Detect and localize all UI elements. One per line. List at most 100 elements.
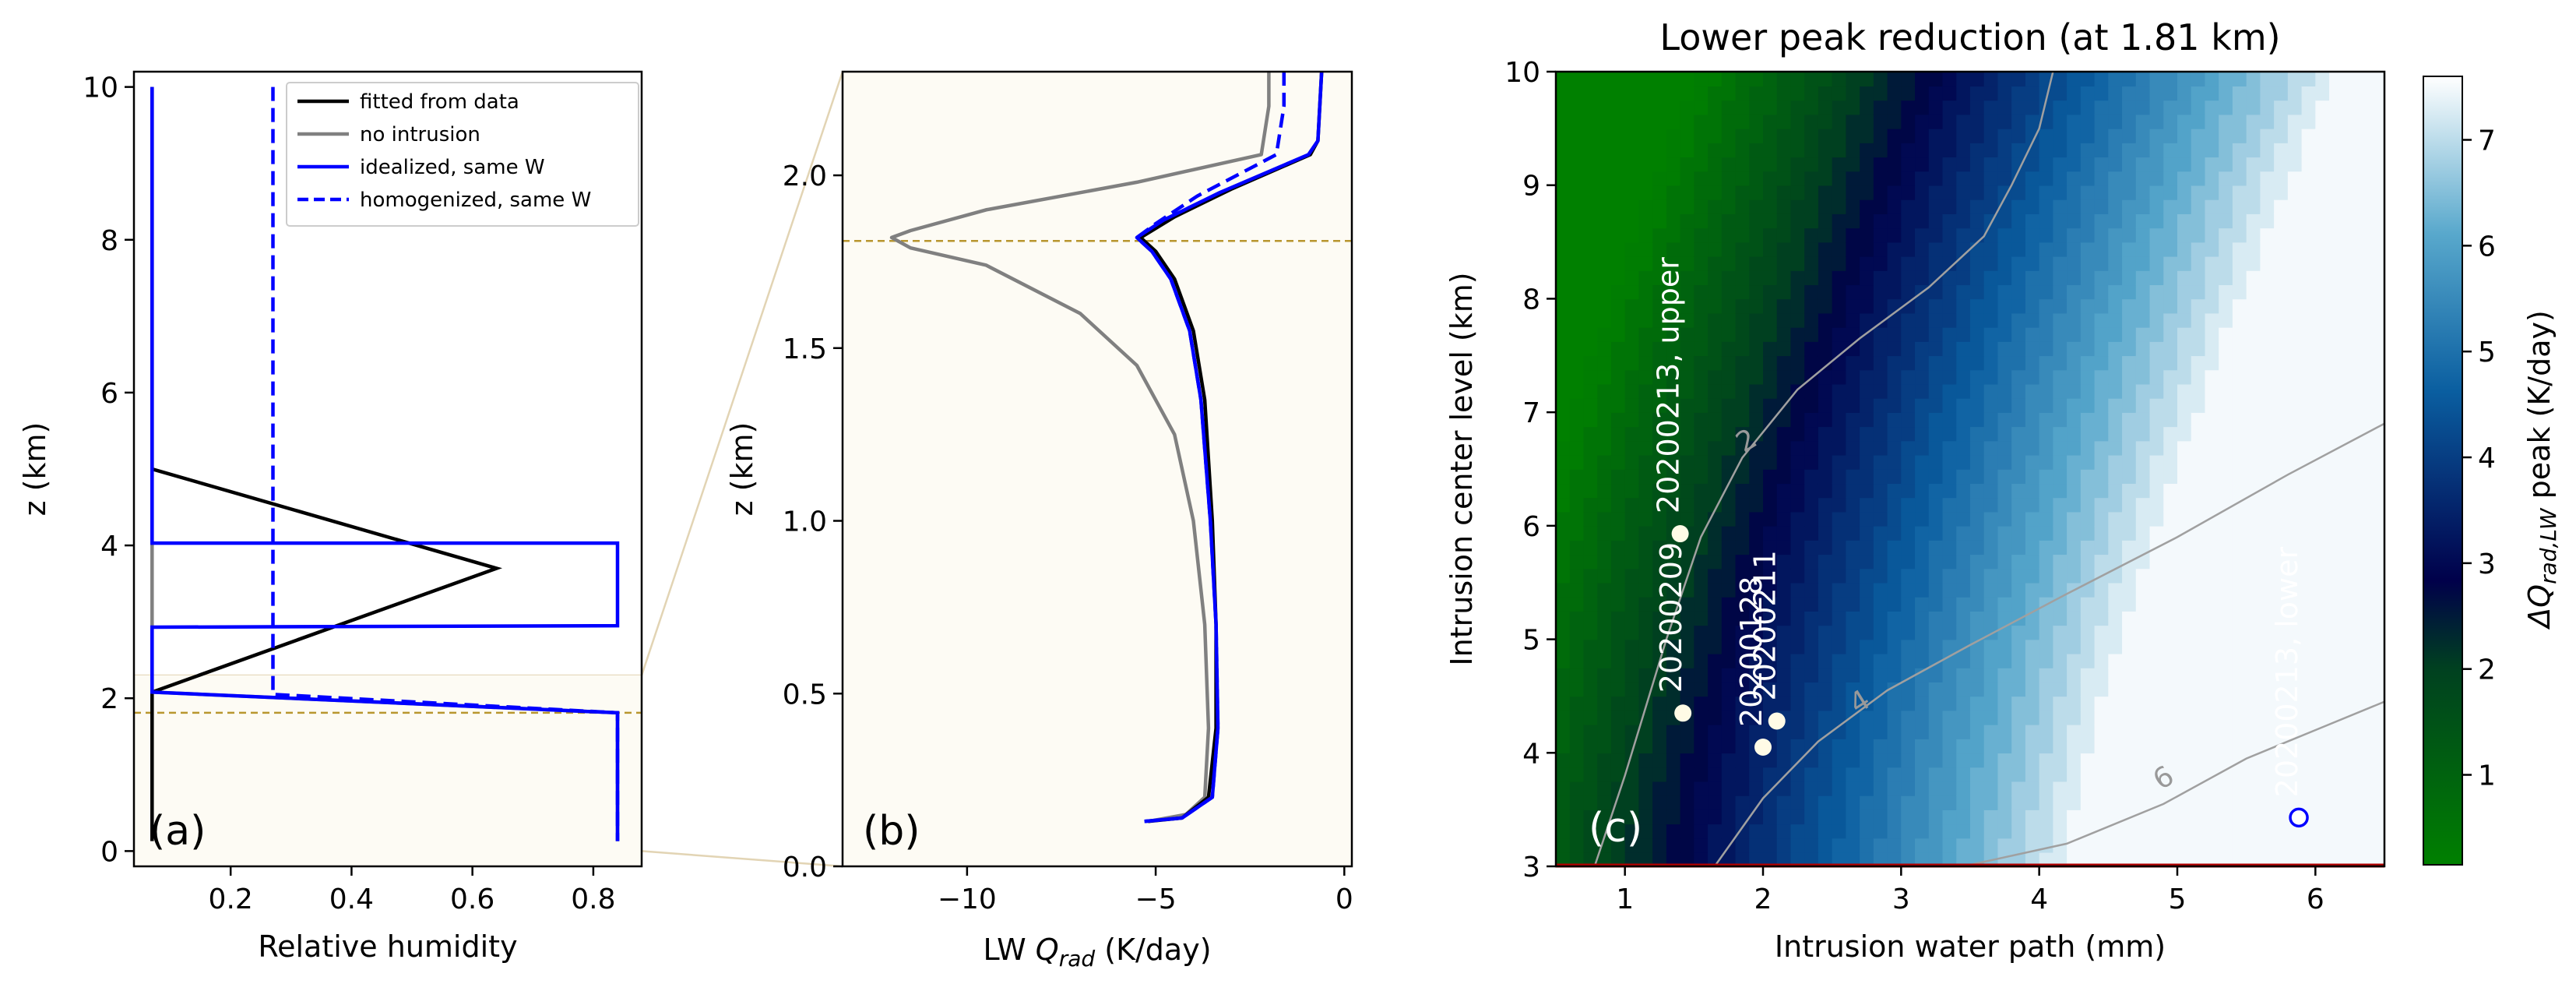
heatmap-cell <box>2053 525 2067 541</box>
heatmap-cell <box>1983 143 1999 158</box>
heatmap-cell <box>1569 256 1585 271</box>
heatmap-cell <box>1832 823 1847 839</box>
heatmap-cell <box>2356 582 2372 598</box>
heatmap-cell <box>1556 312 1571 328</box>
heatmap-cell <box>1583 710 1598 725</box>
heatmap-cell <box>1610 383 1626 399</box>
heatmap-cell <box>2205 341 2219 357</box>
heatmap-cell <box>1832 326 1847 342</box>
heatmap-cell <box>1610 582 1626 598</box>
heatmap-cell <box>1818 696 1833 711</box>
heatmap-cell <box>1873 823 1888 839</box>
heatmap-cell <box>1804 326 1819 342</box>
heatmap-cell <box>1873 753 1888 768</box>
heatmap-cell <box>2205 454 2219 470</box>
heatmap-cell <box>2067 383 2082 399</box>
heatmap-cell <box>2246 128 2261 143</box>
heatmap-cell <box>1997 440 2012 456</box>
heatmap-cell <box>1887 710 1902 725</box>
heatmap-cell <box>1860 611 1874 626</box>
heatmap-cell <box>2287 72 2303 87</box>
heatmap-cell <box>1610 483 1626 499</box>
heatmap-cell <box>1708 611 1723 626</box>
heatmap-cell <box>1887 171 1902 186</box>
heatmap-cell <box>2219 568 2233 584</box>
heatmap-cell <box>2177 497 2192 513</box>
heatmap-cell <box>1597 682 1612 697</box>
heatmap-cell <box>2191 454 2206 470</box>
heatmap-cell <box>2053 739 2067 754</box>
heatmap-cell <box>1763 838 1778 853</box>
heatmap-cell <box>1846 100 1860 115</box>
heatmap-cell <box>2287 171 2303 186</box>
heatmap-cell <box>1832 639 1847 654</box>
heatmap-cell <box>2053 199 2067 214</box>
heatmap-cell <box>1887 852 1902 866</box>
heatmap-cell <box>1597 383 1612 399</box>
heatmap-cell <box>1763 312 1778 328</box>
heatmap-cell <box>1846 298 1860 314</box>
heatmap-cell <box>2205 682 2219 697</box>
heatmap-cell <box>1556 625 1571 640</box>
heatmap-cell <box>2108 639 2123 654</box>
heatmap-cell <box>1901 497 1916 513</box>
heatmap-cell <box>2301 568 2317 584</box>
heatmap-cell <box>2274 199 2289 214</box>
heatmap-cell <box>2080 653 2096 668</box>
heatmap-cell <box>2219 397 2233 413</box>
heatmap-cell <box>2108 412 2123 428</box>
heatmap-cell <box>2329 554 2344 570</box>
heatmap-cell <box>1624 710 1640 725</box>
heatmap-cell <box>2370 298 2384 314</box>
heatmap-cell <box>1887 568 1902 584</box>
heatmap-cell <box>2315 199 2330 214</box>
heatmap-cell <box>2122 454 2137 470</box>
heatmap-cell <box>1790 668 1805 683</box>
heatmap-cell <box>1901 157 1916 172</box>
heatmap-cell <box>1749 497 1764 513</box>
heatmap-cell <box>1818 412 1833 428</box>
heatmap-cell <box>2219 355 2233 371</box>
heatmap-cell <box>2219 143 2233 158</box>
heatmap-cell <box>1556 256 1571 271</box>
heatmap-cell <box>2177 114 2192 129</box>
heatmap-cell <box>1583 540 1598 555</box>
heatmap-cell <box>1983 625 1999 640</box>
heatmap-cell <box>2108 554 2123 570</box>
heatmap-cell <box>2025 270 2040 286</box>
heatmap-cell <box>2301 355 2317 371</box>
heatmap-cell <box>1583 525 1598 541</box>
heatmap-cell <box>2356 171 2372 186</box>
heatmap-cell <box>1680 781 1695 796</box>
heatmap-cell <box>1818 128 1833 143</box>
heatmap-cell <box>2342 369 2358 385</box>
heatmap-cell <box>1680 767 1695 782</box>
heatmap-cell <box>1749 454 1764 470</box>
heatmap-cell <box>1928 753 1944 768</box>
heatmap-cell <box>2191 611 2206 626</box>
heatmap-cell <box>1556 143 1571 158</box>
heatmap-cell <box>1597 454 1612 470</box>
heatmap-cell <box>1942 355 1958 371</box>
heatmap-cell <box>1818 312 1833 328</box>
heatmap-cell <box>1680 483 1695 499</box>
heatmap-cell <box>2191 568 2206 584</box>
heatmap-cell <box>2232 724 2247 739</box>
heatmap-cell <box>1804 213 1819 229</box>
heatmap-cell <box>1569 809 1585 825</box>
heatmap-cell <box>1652 426 1667 442</box>
heatmap-cell <box>1915 199 1930 214</box>
heatmap-cell <box>1638 454 1653 470</box>
heatmap-cell <box>1860 795 1874 810</box>
heatmap-cell <box>1846 114 1860 129</box>
heatmap-cell <box>2149 397 2165 413</box>
heatmap-cell <box>1997 596 2012 612</box>
heatmap-cell <box>1735 639 1751 654</box>
heatmap-cell <box>1983 639 1999 654</box>
heatmap-cell <box>2053 100 2067 115</box>
heatmap-cell <box>1610 611 1626 626</box>
heatmap-cell <box>2025 497 2040 513</box>
heatmap-cell <box>2315 568 2330 584</box>
heatmap-cell <box>1956 185 1971 200</box>
heatmap-cell <box>1721 795 1737 810</box>
